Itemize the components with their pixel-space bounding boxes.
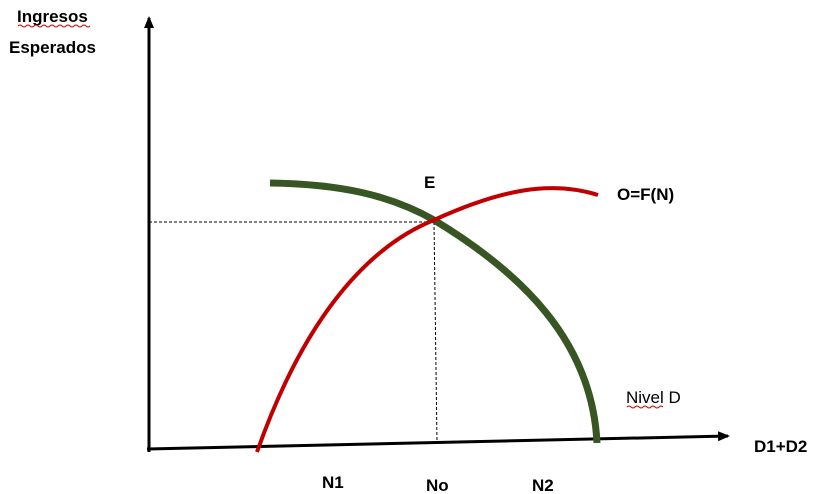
supply-curve [255,186,599,453]
y-axis-label-line2: Esperados [9,38,96,57]
y-axis-label-line1: Ingresos [17,7,88,26]
demand-curve-label: Nivel D [626,388,681,407]
tick-label-n2: N2 [532,476,554,494]
x-axis [146,431,730,451]
tick-label-n1: N1 [322,473,344,492]
vertical-guide-line [433,221,438,444]
x-axis-label: D1+D2 [754,437,807,456]
tick-label-no: No [426,476,449,494]
spellcheck-underline-ingresos [17,24,91,28]
spellcheck-underline-nivel [626,405,664,409]
point-label: E [424,173,435,192]
demand-curve [269,179,601,444]
supply-curve-label: O=F(N) [617,185,674,204]
